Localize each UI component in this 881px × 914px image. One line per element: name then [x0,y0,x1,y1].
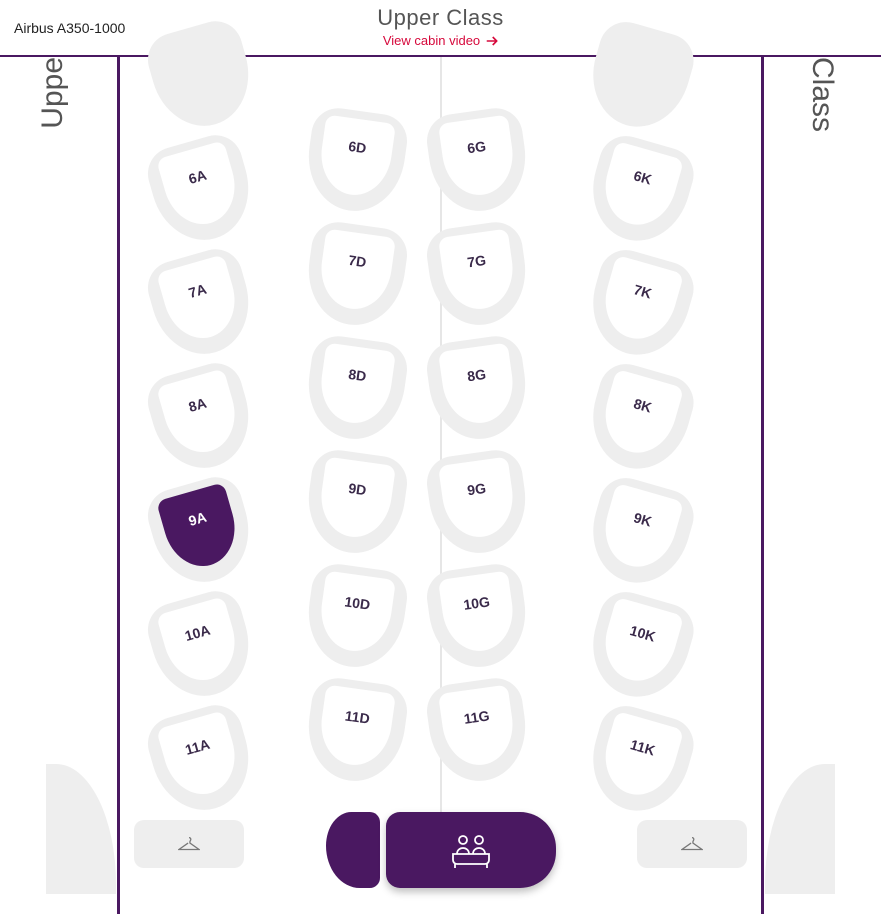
seat-9K[interactable]: 9K [592,483,688,583]
closet-right [637,820,747,868]
seat-10D[interactable]: 10D [308,567,404,667]
cabin-map: Uppe Class 5A5K6A6D6G6K7A7D7G7K8A8D8G8K9… [0,57,881,914]
seat-7G[interactable]: 7G [430,225,526,325]
seat-6A[interactable]: 6A [148,141,244,241]
seat-10G[interactable]: 10G [430,567,526,667]
cabin-class-title: Upper Class [377,5,504,31]
seat-9G[interactable]: 9G [430,453,526,553]
loft-social-space [326,812,556,888]
view-cabin-video-link[interactable]: View cabin video [383,33,498,48]
seat-9D[interactable]: 9D [308,453,404,553]
seat-5K: 5K [592,27,688,127]
seat-8D[interactable]: 8D [308,339,404,439]
seat-11K[interactable]: 11K [592,711,688,811]
loft-main [386,812,556,888]
side-label-right: Class [805,57,839,132]
seat-area: 5A5K6A6D6G6K7A7D7G7K8A8D8G8K9A9D9G9K10A1… [120,57,761,914]
loft-pod [326,812,380,888]
seat-10A[interactable]: 10A [148,597,244,697]
seat-11G[interactable]: 11G [430,681,526,781]
seat-5A: 5A [148,27,244,127]
seat-8K[interactable]: 8K [592,369,688,469]
header-center: Upper Class View cabin video [377,5,504,50]
aircraft-name: Airbus A350-1000 [14,20,125,36]
header-bar: Airbus A350-1000 Upper Class View cabin … [0,0,881,57]
closet-left [134,820,244,868]
seat-11A[interactable]: 11A [148,711,244,811]
seat-6G[interactable]: 6G [430,111,526,211]
wing-root-left [46,764,116,894]
seat-6D[interactable]: 6D [308,111,404,211]
hanger-icon [178,835,200,853]
seat-7K[interactable]: 7K [592,255,688,355]
seat-8G[interactable]: 8G [430,339,526,439]
video-link-text: View cabin video [383,33,480,48]
wing-root-right [765,764,835,894]
side-label-left: Uppe [36,57,70,129]
seat-7A[interactable]: 7A [148,255,244,355]
arrow-right-icon [486,36,498,46]
seat-9A[interactable]: 9A [148,483,244,583]
seat-7D[interactable]: 7D [308,225,404,325]
people-sofa-icon [447,830,495,870]
seat-10K[interactable]: 10K [592,597,688,697]
fuselage-wall-right [761,57,764,914]
seat-6K[interactable]: 6K [592,141,688,241]
hanger-icon [681,835,703,853]
seat-11D[interactable]: 11D [308,681,404,781]
seat-8A[interactable]: 8A [148,369,244,469]
